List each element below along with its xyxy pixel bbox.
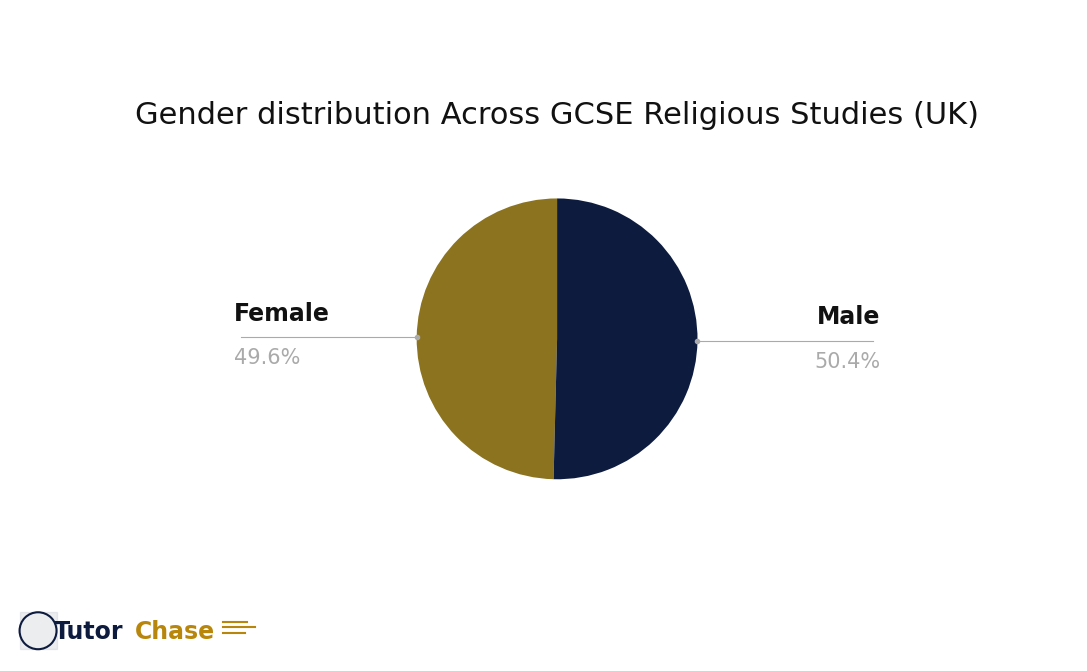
Text: Female: Female [234, 302, 330, 326]
Title: Gender distribution Across GCSE Religious Studies (UK): Gender distribution Across GCSE Religiou… [135, 101, 979, 130]
Text: Chase: Chase [135, 620, 215, 644]
Text: 50.4%: 50.4% [814, 352, 880, 372]
Text: Male: Male [816, 305, 880, 329]
Wedge shape [553, 199, 698, 479]
Text: Tutor: Tutor [54, 620, 124, 644]
Text: 49.6%: 49.6% [234, 348, 300, 368]
Wedge shape [416, 199, 558, 479]
